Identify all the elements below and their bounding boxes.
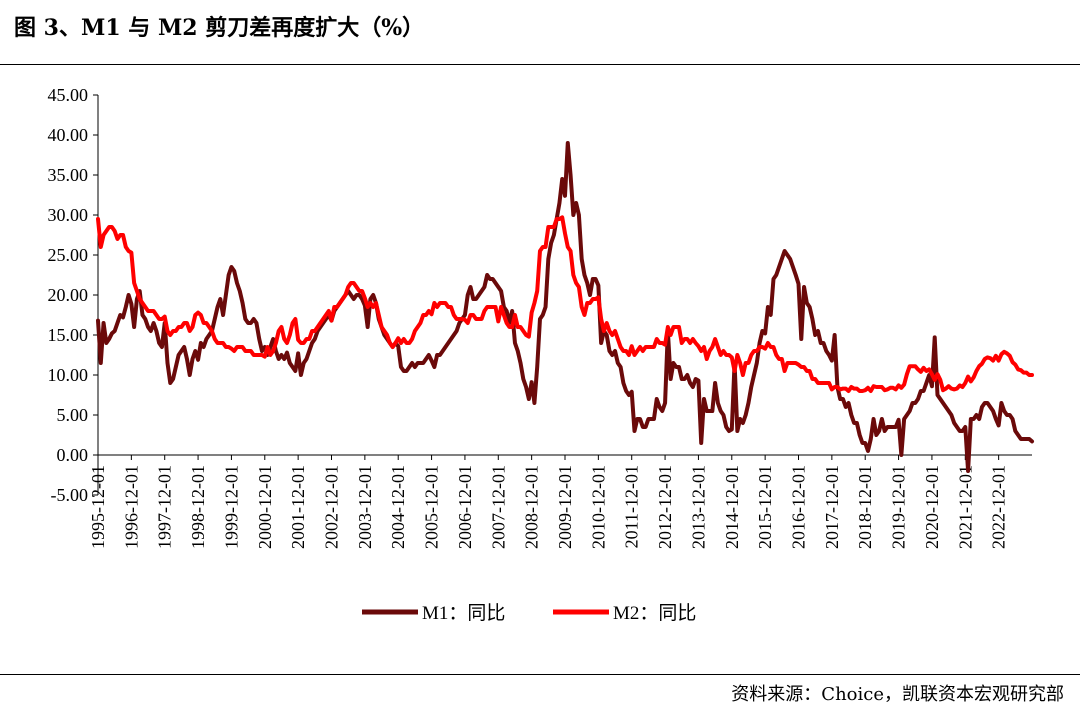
y-tick-label: 20.00 (48, 285, 89, 305)
x-tick-label: 1997-12-01 (155, 465, 175, 549)
line-chart: 45.00 40.00 35.00 30.00 25.00 20.00 15.00 10.00… (48, 85, 1034, 624)
x-tick-label: 2019-12-01 (889, 465, 909, 549)
y-tick-label: 10.00 (48, 365, 89, 385)
x-tick-label: 2008-12-01 (522, 465, 542, 549)
x-tick-label: 2000-12-01 (255, 465, 275, 549)
x-tick-label: 2021-12-01 (955, 465, 975, 549)
x-tick-label: 2014-12-01 (722, 465, 742, 549)
y-tick-label: 5.00 (57, 405, 89, 425)
x-tick-label: 2006-12-01 (455, 465, 475, 549)
x-tick-label: 2017-12-01 (822, 465, 842, 549)
x-tick-label: 2020-12-01 (922, 465, 942, 549)
x-tick-label: 2007-12-01 (488, 465, 508, 549)
x-tick-label: 2001-12-01 (288, 465, 308, 549)
chart-lines (96, 141, 1034, 473)
x-tick-label: 2013-12-01 (688, 465, 708, 549)
y-tick-label: 25.00 (48, 245, 89, 265)
x-tick-label: 2004-12-01 (388, 465, 408, 549)
x-tick-label: 2002-12-01 (322, 465, 342, 549)
x-tick-label: 1999-12-01 (221, 465, 241, 549)
x-tick-label: 2010-12-01 (588, 465, 608, 549)
y-tick-label: -5.00 (51, 485, 89, 505)
series-line-m1 (96, 141, 1034, 473)
legend-label-m1: M1：同比 (422, 602, 505, 624)
x-tick-label: 2009-12-01 (555, 465, 575, 549)
bottom-rule (0, 674, 1080, 675)
y-tick-label: 45.00 (48, 85, 89, 105)
figure-title: 图 3、M1 与 M2 剪刀差再度扩大（%） (14, 15, 425, 41)
x-tick-label: 1996-12-01 (121, 465, 141, 549)
y-tick-label: 35.00 (48, 165, 89, 185)
chart-axes: 45.00 40.00 35.00 30.00 25.00 20.00 15.00 10.00… (48, 85, 1032, 549)
x-tick-label: 2015-12-01 (755, 465, 775, 549)
y-tick-label: 30.00 (48, 205, 89, 225)
x-tick-label: 2005-12-01 (422, 465, 442, 549)
x-tick-label: 1998-12-01 (188, 465, 208, 549)
x-tick-label: 2018-12-01 (855, 465, 875, 549)
x-tick-label: 2012-12-01 (655, 465, 675, 549)
x-tick-label: 2003-12-01 (355, 465, 375, 549)
x-tick-label: 2022-12-01 (989, 465, 1009, 549)
y-tick-label: 15.00 (48, 325, 89, 345)
legend-label-m2: M2：同比 (613, 602, 696, 624)
y-tick-label: 0.00 (57, 445, 89, 465)
x-tick-label: 1995-12-01 (88, 465, 108, 549)
x-tick-label: 2016-12-01 (789, 465, 809, 549)
source-note: 资料来源：Choice，凯联资本宏观研究部 (731, 684, 1064, 705)
chart-legend: M1：同比 M2：同比 (362, 602, 696, 624)
series-line-m2 (96, 215, 1034, 393)
y-tick-label: 40.00 (48, 125, 89, 145)
x-tick-label: 2011-12-01 (622, 465, 642, 548)
top-rule (0, 64, 1080, 65)
